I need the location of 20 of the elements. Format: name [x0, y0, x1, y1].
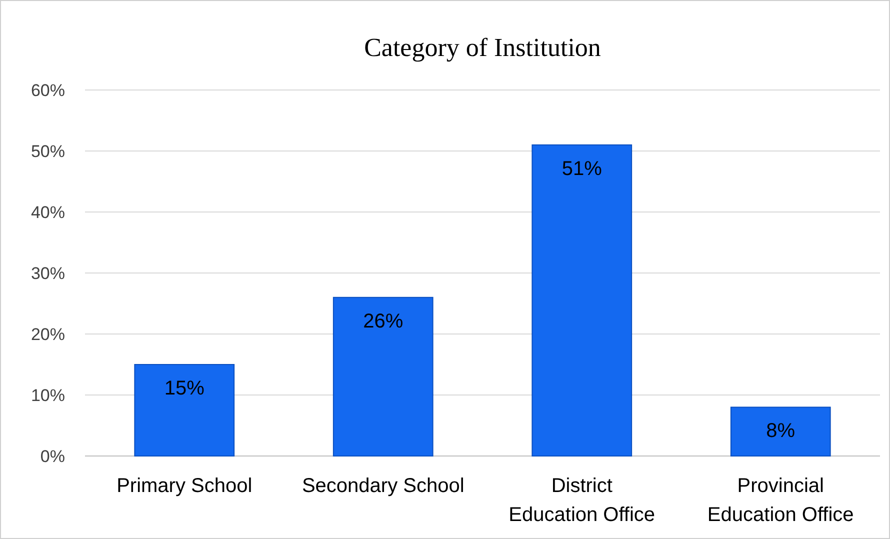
bar — [134, 364, 235, 456]
data-label: 26% — [363, 310, 404, 332]
data-label: 15% — [164, 378, 205, 400]
bar — [532, 144, 632, 456]
y-tick-label: 20% — [30, 325, 65, 344]
y-tick-label: 0% — [40, 447, 65, 466]
x-tick-label: Primary School — [116, 475, 252, 497]
x-tick-label: Secondary School — [302, 475, 464, 497]
x-tick-label: District Education Office — [508, 475, 656, 526]
bar — [730, 406, 831, 456]
y-tick-label: 30% — [30, 264, 65, 283]
y-tick-label: 50% — [30, 142, 65, 161]
chart-title: Category of Institution — [364, 33, 601, 62]
data-label: 8% — [766, 420, 796, 442]
y-tick-label: 40% — [30, 203, 65, 222]
y-tick-label: 10% — [30, 386, 65, 405]
y-tick-label: 60% — [30, 81, 65, 100]
data-label: 51% — [562, 158, 602, 180]
bar — [332, 296, 434, 456]
x-tick-label: Provincial Education Office — [707, 475, 854, 526]
